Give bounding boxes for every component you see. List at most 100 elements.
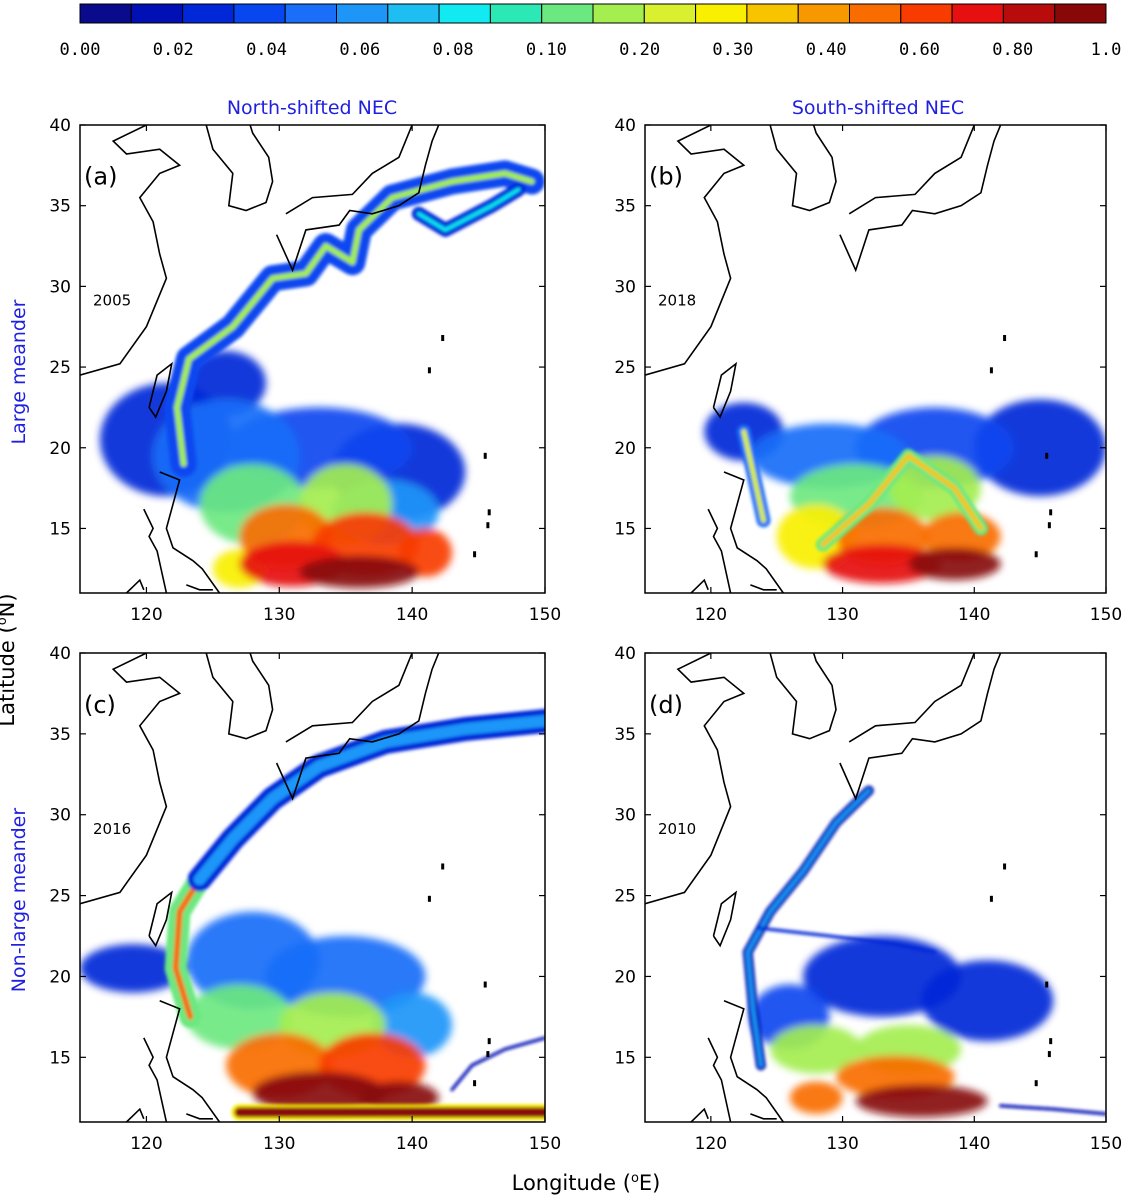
current-path xyxy=(999,1104,1106,1116)
island-mark xyxy=(1049,509,1053,516)
coastline-segment xyxy=(186,584,213,591)
panel-a: 120 130 140 150 15 20 25 30 35 40 (a) 2005 xyxy=(49,116,561,652)
y-tick-label: 30 xyxy=(614,806,636,826)
y-tick-label: 40 xyxy=(614,644,636,664)
coastline-segment xyxy=(80,653,182,905)
probability-cell xyxy=(921,960,1054,1042)
island-mark xyxy=(1047,522,1051,529)
island-mark xyxy=(487,509,491,516)
probability-field xyxy=(99,160,545,589)
y-tick-label: 20 xyxy=(49,439,71,459)
island-mark xyxy=(1047,1051,1051,1058)
coastline-segment xyxy=(769,653,837,740)
island-mark xyxy=(486,522,490,529)
colorbar-box xyxy=(643,3,697,24)
probability-cell xyxy=(266,936,426,1017)
y-tick-label: 35 xyxy=(614,197,636,217)
current-path xyxy=(172,876,203,1020)
colorbar-tick-label: 0.02 xyxy=(153,40,194,60)
current-path xyxy=(755,926,937,954)
island-mark xyxy=(483,452,487,459)
panels: 120 130 140 150 15 20 25 30 35 40 (a) 2005 120 130 140… xyxy=(49,116,1122,1182)
x-tick-label: 130 xyxy=(263,1134,295,1154)
x-tick-label: 140 xyxy=(958,605,990,625)
current-path xyxy=(820,453,984,548)
island-mark xyxy=(338,646,341,652)
colorbar-box xyxy=(900,3,953,24)
probability-cell xyxy=(803,936,962,1017)
coastline-segment xyxy=(80,125,182,376)
probability-cell xyxy=(770,1024,863,1074)
colorbar-tick-label: 0.06 xyxy=(339,40,380,60)
colorbar-tick-label: 0.10 xyxy=(526,40,567,60)
coastline-segment xyxy=(148,890,173,948)
y-tick-label: 25 xyxy=(49,358,71,378)
panel-label: (a) xyxy=(84,163,117,191)
x-tick-label: 150 xyxy=(1090,605,1122,625)
colorbar-box xyxy=(182,3,235,24)
island-mark xyxy=(1003,863,1007,870)
island-mark xyxy=(989,367,993,374)
y-tick-label: 40 xyxy=(49,116,71,136)
current-path xyxy=(741,429,766,523)
island-mark xyxy=(441,863,445,870)
probability-field xyxy=(742,785,1106,1118)
colorbar-box xyxy=(284,3,338,24)
coastline-segment xyxy=(143,1037,168,1122)
y-tick-label: 15 xyxy=(49,1048,71,1068)
island-mark xyxy=(900,646,903,652)
plot-frame xyxy=(79,124,546,594)
probability-cell xyxy=(299,555,419,589)
coastline xyxy=(645,125,1053,652)
x-tick-label: 130 xyxy=(826,605,858,625)
probability-field xyxy=(80,708,545,1121)
y-tick-label: 35 xyxy=(614,725,636,745)
colorbar-box xyxy=(336,3,389,24)
probability-cell xyxy=(252,1071,386,1114)
island-mark xyxy=(483,981,487,988)
panel-label: (c) xyxy=(84,691,116,719)
colorbar-box xyxy=(592,3,645,24)
island-mark xyxy=(427,895,431,902)
coastline-segment xyxy=(707,1037,732,1122)
x-axis-label-degree: o xyxy=(631,1171,639,1186)
colorbar-tick-label: 0.40 xyxy=(806,40,847,60)
coastline-segment xyxy=(723,471,784,593)
probability-cell xyxy=(186,350,266,416)
year-label: 2010 xyxy=(658,820,696,838)
colorbar-tick-label: 0.30 xyxy=(712,40,753,60)
panel-label: (d) xyxy=(649,691,683,719)
island-mark xyxy=(441,335,445,342)
colorbar-box xyxy=(130,3,184,24)
island-mark xyxy=(427,367,431,374)
current-path xyxy=(174,170,535,467)
island-mark xyxy=(1045,981,1049,988)
coastline-segment xyxy=(848,653,976,743)
y-tick-label: 35 xyxy=(49,725,71,745)
coastline-segment xyxy=(143,508,168,593)
island-mark xyxy=(1034,551,1038,558)
island-mark xyxy=(900,1176,903,1182)
y-tick-label: 30 xyxy=(49,806,71,826)
coastline-segment xyxy=(148,361,173,419)
island-mark xyxy=(1045,452,1049,459)
coastline-segment xyxy=(839,653,1002,801)
y-tick-label: 40 xyxy=(49,644,71,664)
island-mark xyxy=(486,1051,490,1058)
panel-d: 120 130 140 150 15 20 25 30 35 40 (d) 2010 xyxy=(614,644,1122,1182)
coastline xyxy=(80,125,491,652)
y-tick-label: 20 xyxy=(614,439,636,459)
year-label: 2018 xyxy=(658,292,696,310)
x-tick-label: 120 xyxy=(695,605,727,625)
panel-c: 120 130 140 150 15 20 25 30 35 40 (c) 2016 xyxy=(49,644,561,1154)
probability-cell xyxy=(186,984,293,1050)
y-axis-label-text: Latitude ( xyxy=(0,625,19,726)
colorbar: 0.00 0.02 0.04 0.06 0.08 0.10 0.20 0.30 0.40 0.60… xyxy=(60,3,1122,60)
x-tick-label: 140 xyxy=(396,605,428,625)
probability-cell xyxy=(908,547,1001,581)
coastline-segment xyxy=(712,361,738,419)
colorbar-tick-label: 1.0 xyxy=(1091,40,1122,60)
island-mark xyxy=(473,551,477,558)
coastline-segment xyxy=(690,578,709,593)
probability-cell xyxy=(789,1081,843,1114)
